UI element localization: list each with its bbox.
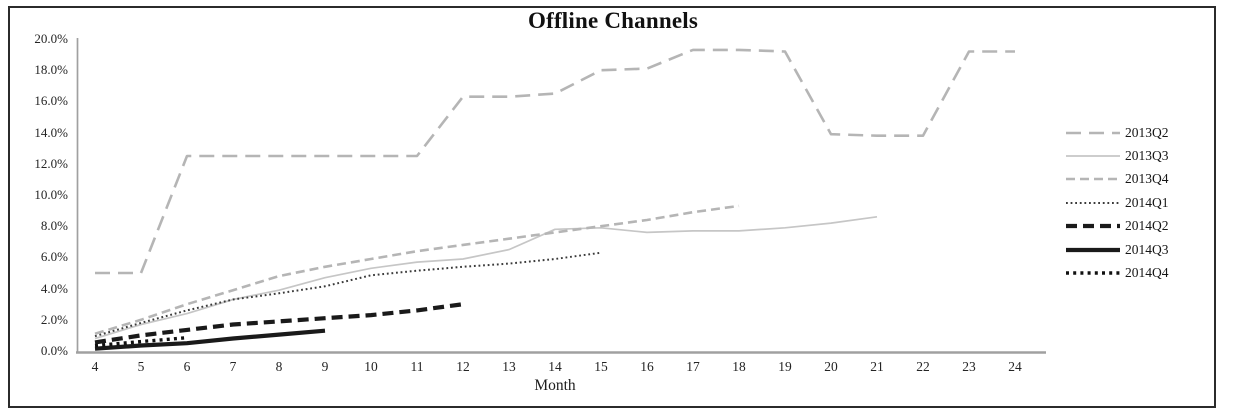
- legend-item-2014Q2: 2014Q2: [1064, 215, 1169, 238]
- legend-label: 2013Q2: [1125, 124, 1169, 140]
- y-tick-label: 8.0%: [40, 218, 68, 234]
- x-tick-label: 7: [229, 359, 237, 374]
- x-tick-label: 5: [137, 359, 145, 374]
- series-line-2014Q1: [94, 251, 602, 338]
- x-tick-label: 21: [870, 359, 884, 374]
- legend: 2013Q2 2013Q3 2013Q4 2014Q1 2014Q2 2014Q3 2014…: [1064, 121, 1169, 285]
- y-tick-label: 10.0%: [34, 187, 68, 202]
- y-tick-label: 2.0%: [40, 311, 68, 327]
- y-tick-label: 14.0%: [34, 124, 68, 140]
- x-tick-label: 12: [456, 359, 470, 374]
- x-tick-label: 19: [778, 359, 792, 374]
- series-line-2014Q3: [94, 328, 326, 351]
- legend-item-2013Q3: 2013Q3: [1064, 144, 1169, 167]
- legend-label: 2013Q4: [1125, 171, 1169, 187]
- x-tick-label: 22: [916, 359, 930, 374]
- series-line-2014Q2: [94, 302, 464, 345]
- legend-swatch-2014Q1: [1066, 201, 1120, 204]
- legend-item-2014Q3: 2014Q3: [1064, 238, 1169, 261]
- x-tick-label: 16: [640, 359, 654, 374]
- legend-swatch-2014Q3: [1066, 247, 1120, 252]
- x-tick-label: 23: [962, 359, 976, 374]
- legend-swatch-2013Q2: [1066, 131, 1120, 134]
- legend-item-2014Q4: 2014Q4: [1064, 261, 1169, 284]
- legend-item-2014Q1: 2014Q1: [1064, 191, 1169, 214]
- series-line-2013Q4: [94, 204, 740, 336]
- y-tick-label: 12.0%: [34, 155, 68, 171]
- x-tick-label: 11: [410, 359, 424, 374]
- x-axis-title: Month: [534, 377, 576, 394]
- legend-swatch-2013Q4: [1066, 178, 1120, 181]
- series-line-2013Q3: [94, 215, 878, 340]
- chart-title: Offline Channels: [528, 8, 698, 33]
- series-line-2014Q4: [94, 336, 188, 348]
- legend-item-2013Q4: 2013Q4: [1064, 168, 1169, 191]
- legend-label: 2014Q3: [1125, 241, 1169, 257]
- legend-label: 2013Q3: [1125, 148, 1169, 164]
- x-tick-label: 18: [732, 359, 746, 374]
- series-line-2013Q2: [95, 48, 1015, 275]
- x-tick-label: 17: [686, 359, 700, 374]
- x-tick-label: 4: [91, 359, 99, 374]
- y-tick-label: 16.0%: [34, 93, 68, 109]
- x-tick-label: 14: [548, 359, 562, 374]
- legend-label: 2014Q2: [1125, 218, 1169, 234]
- legend-swatch-2014Q4: [1066, 271, 1120, 275]
- x-tick-label: 24: [1008, 359, 1022, 374]
- legend-item-2013Q2: 2013Q2: [1064, 121, 1169, 144]
- legend-swatch-2013Q3: [1066, 155, 1120, 157]
- x-tick-label: 20: [824, 359, 838, 374]
- x-tick-label: 13: [502, 359, 516, 374]
- legend-label: 2014Q4: [1125, 265, 1169, 281]
- y-tick-label: 4.0%: [40, 280, 68, 296]
- legend-swatch-2014Q2: [1066, 224, 1120, 229]
- x-tick-label: 8: [275, 359, 283, 374]
- x-tick-label: 15: [594, 359, 608, 374]
- y-tick-label: 0.0%: [40, 343, 68, 358]
- y-tick-label: 6.0%: [40, 249, 68, 265]
- x-tick-label: 6: [183, 359, 191, 374]
- y-tick-label: 20.0%: [34, 31, 68, 46]
- legend-label: 2014Q1: [1125, 194, 1169, 210]
- x-tick-label: 9: [321, 359, 329, 374]
- y-tick-label: 18.0%: [34, 62, 68, 78]
- x-tick-label: 10: [364, 359, 378, 374]
